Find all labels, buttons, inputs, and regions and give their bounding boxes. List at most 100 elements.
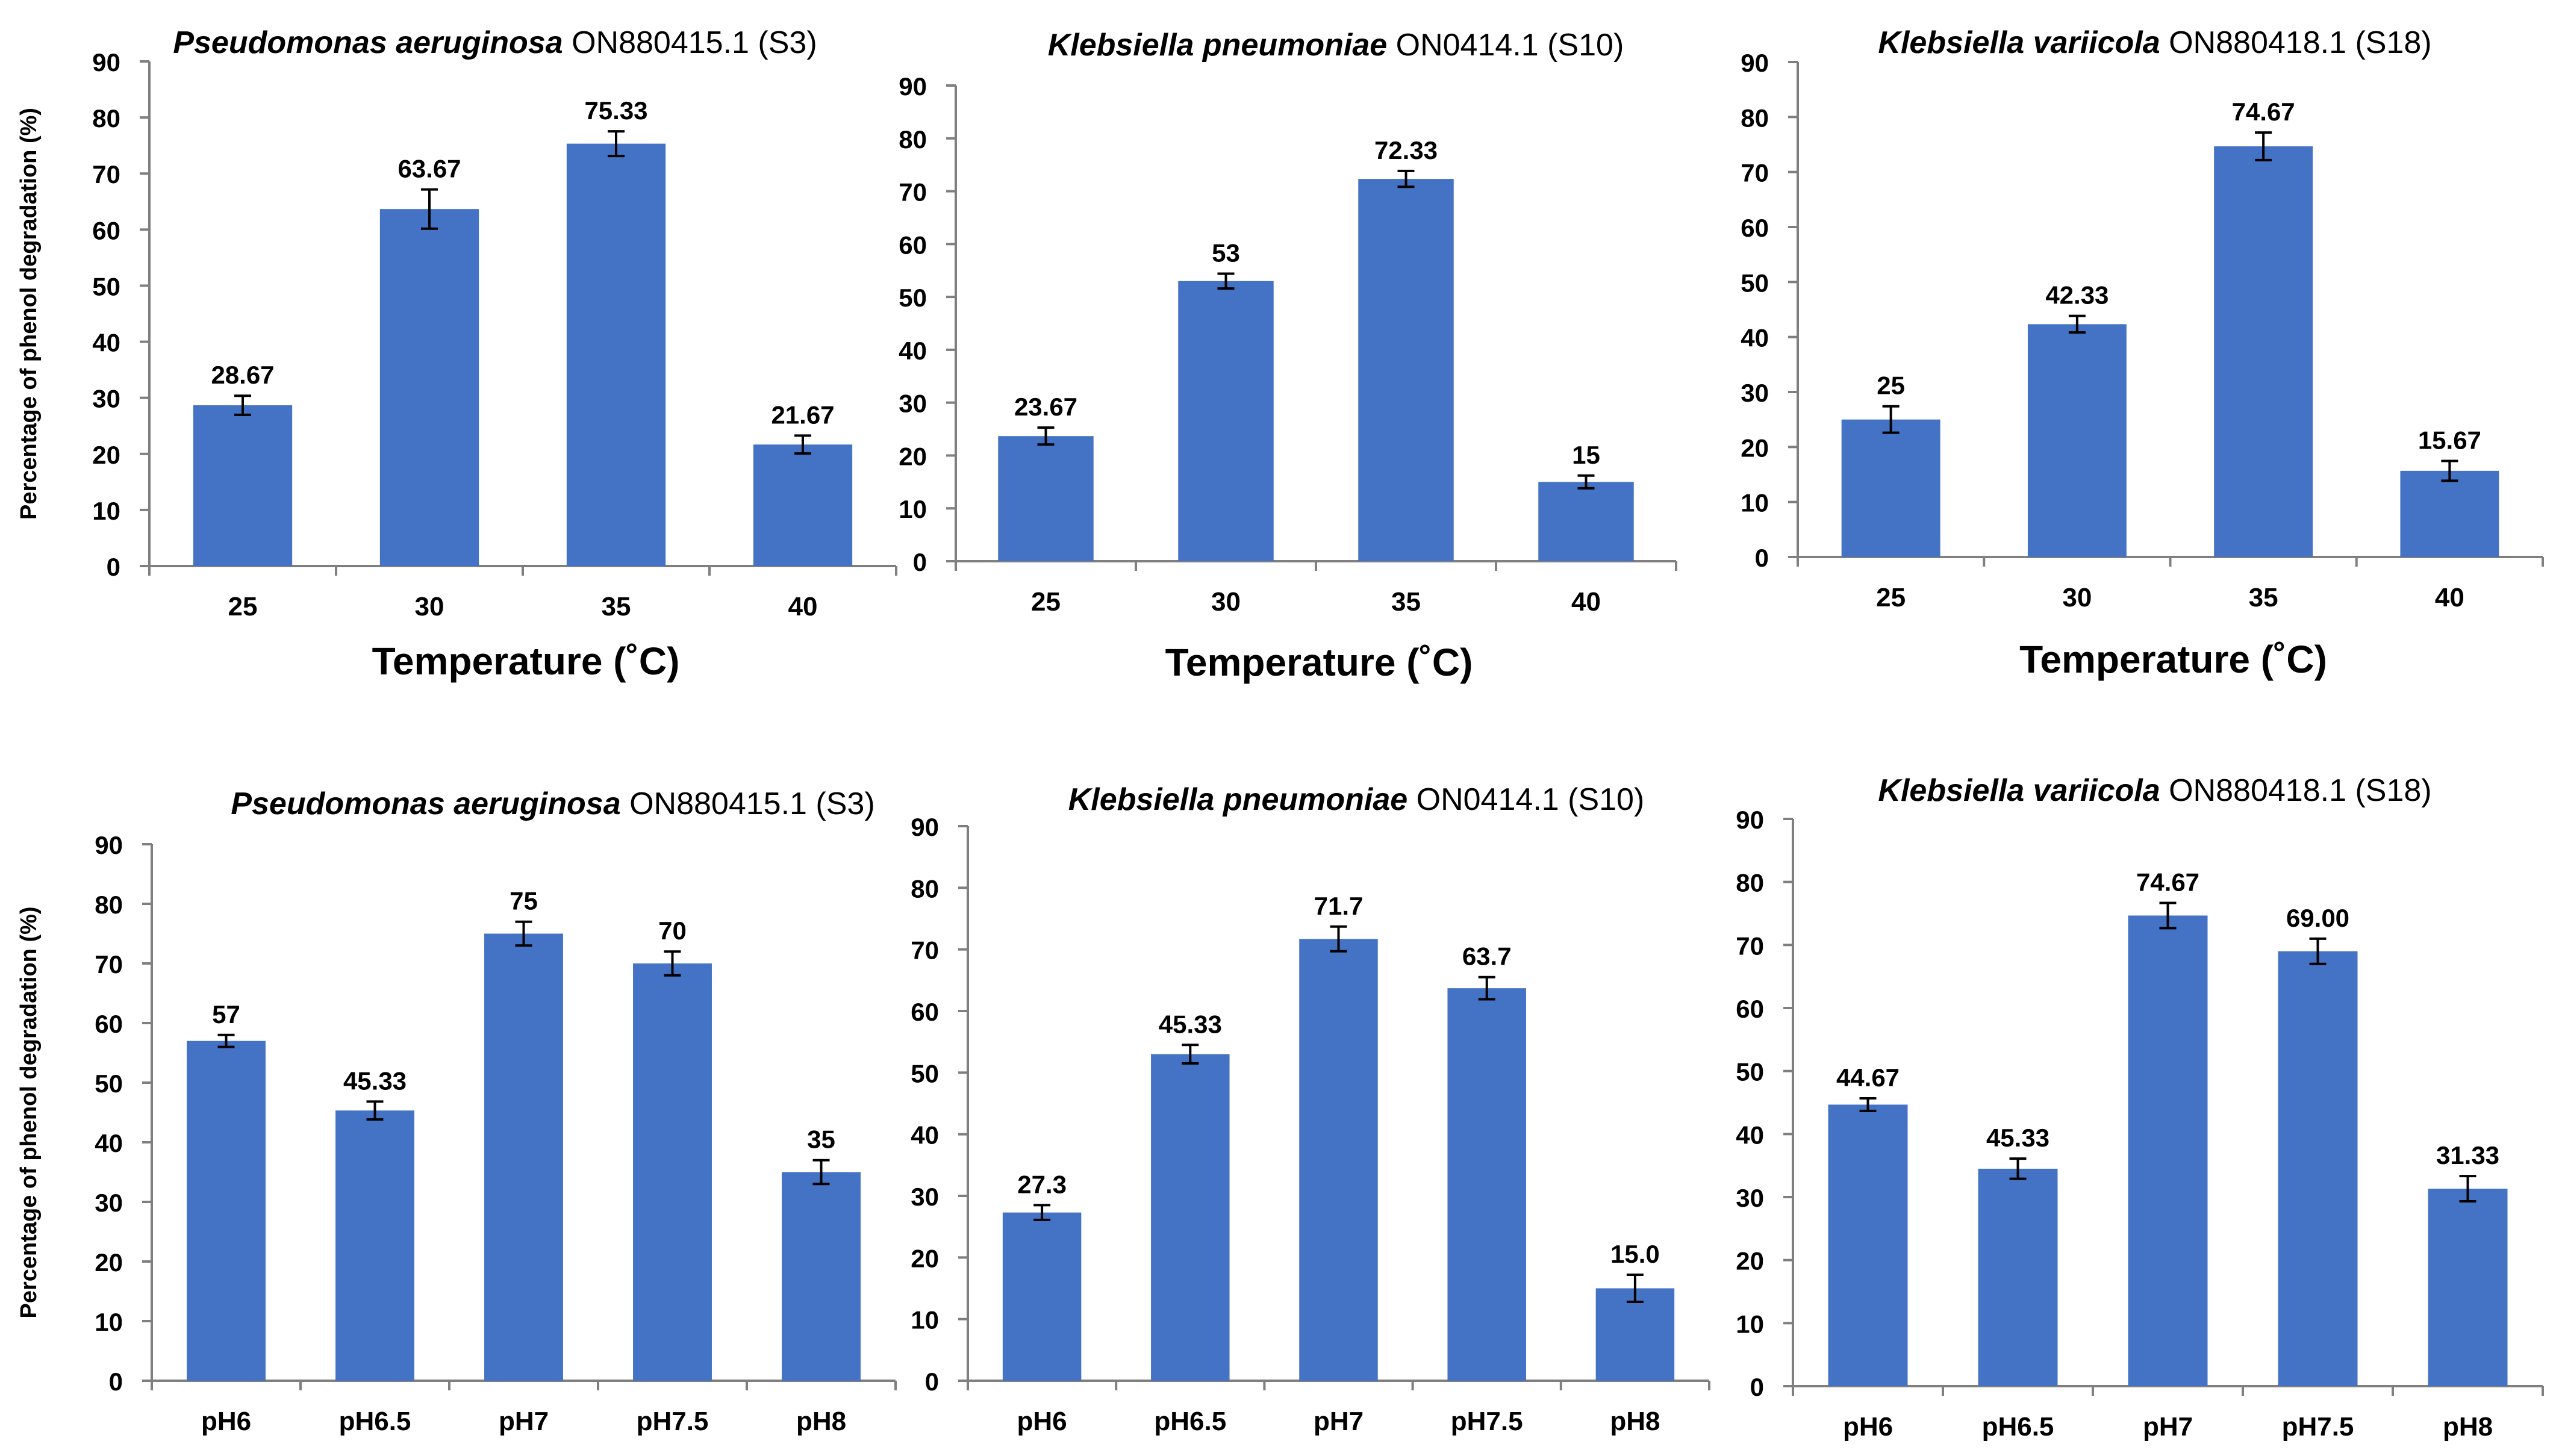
- bar: [1358, 179, 1454, 561]
- x-tick-label: 35: [602, 592, 631, 621]
- chart-title-accession: ON880418.1 (S18): [2160, 25, 2432, 60]
- y-tick-label: 50: [899, 284, 927, 312]
- y-tick-label: 10: [1736, 1310, 1764, 1338]
- bar: [2214, 146, 2313, 557]
- y-tick-label: 80: [1741, 104, 1769, 132]
- data-label: 74.67: [2136, 868, 2199, 897]
- y-axis-title: Percentage of phenol degradation (%): [16, 906, 42, 1318]
- bar: [484, 933, 563, 1381]
- chart-title-accession: ON880415.1 (S3): [621, 786, 875, 821]
- y-tick-label: 30: [1736, 1184, 1764, 1212]
- bar: [379, 209, 479, 566]
- y-tick-label: 70: [1741, 159, 1769, 187]
- chart-title: Klebsiella pneumoniae ON0414.1 (S10): [1068, 782, 1645, 817]
- bar: [1447, 988, 1526, 1381]
- data-label: 75: [510, 887, 538, 915]
- y-tick-label: 30: [1741, 379, 1769, 407]
- x-tick-label: 30: [2062, 583, 2092, 612]
- bar: [633, 963, 712, 1381]
- y-tick-label: 80: [911, 874, 939, 903]
- bar: [1178, 281, 1274, 561]
- x-tick-label: pH7: [1314, 1407, 1364, 1436]
- y-tick-label: 40: [899, 337, 927, 365]
- chart-title-species: Klebsiella pneumoniae: [1048, 28, 1388, 63]
- y-tick-label: 20: [95, 1248, 123, 1277]
- data-label: 57: [212, 1000, 240, 1028]
- x-tick-label: pH8: [796, 1407, 846, 1436]
- bar: [1978, 1168, 2058, 1386]
- bar: [2027, 324, 2127, 557]
- data-label: 45.33: [343, 1066, 407, 1095]
- data-label: 15.67: [2418, 426, 2481, 454]
- chart-temp-s18: Klebsiella variicola ON880418.1 (S18) 0 10…: [1741, 25, 2544, 681]
- y-tick-label: 60: [1736, 995, 1764, 1023]
- y-tick-label: 0: [1750, 1373, 1764, 1401]
- data-label: 63.67: [397, 155, 461, 183]
- y-tick-label: 70: [899, 178, 927, 207]
- y-tick-label: 50: [1741, 269, 1769, 297]
- y-tick-label: 90: [1736, 806, 1764, 834]
- data-label: 35: [807, 1125, 835, 1154]
- data-label: 15.0: [1610, 1240, 1660, 1268]
- data-label: 42.33: [2045, 281, 2109, 310]
- y-tick-label: 10: [92, 497, 120, 525]
- x-tick-label: 40: [2435, 583, 2464, 612]
- chart-title-species: Klebsiella variicola: [1878, 25, 2160, 60]
- y-tick-label: 60: [1741, 214, 1769, 242]
- bar: [2400, 470, 2499, 557]
- y-tick-label: 20: [911, 1244, 939, 1272]
- x-tick-label: pH8: [1610, 1407, 1660, 1436]
- x-tick-label: pH7.5: [637, 1407, 709, 1436]
- bar: [1841, 419, 1940, 557]
- x-tick-label: 25: [1031, 587, 1061, 617]
- chart-ph-s3: Pseudomonas aeruginosa ON880415.1 (S3) 0 1…: [16, 786, 897, 1436]
- x-tick-label: pH6: [1843, 1412, 1893, 1442]
- chart-title-accession: ON0414.1 (S10): [1387, 28, 1624, 63]
- chart-title-accession: ON880415.1 (S3): [563, 25, 817, 60]
- bar: [1002, 1212, 1082, 1381]
- x-tick-label: pH7: [499, 1407, 549, 1436]
- y-tick-label: 80: [92, 104, 120, 132]
- data-label: 69.00: [2286, 904, 2349, 932]
- chart-title: Klebsiella pneumoniae ON0414.1 (S10): [1048, 28, 1624, 63]
- y-tick-label: 70: [911, 936, 939, 965]
- y-tick-label: 90: [911, 813, 939, 841]
- x-tick-label: pH6.5: [339, 1407, 411, 1436]
- bar: [1151, 1054, 1230, 1381]
- x-axis-title: Temperature (˚C): [2019, 638, 2327, 681]
- bar: [1299, 939, 1378, 1381]
- x-axis-title: Temperature (˚C): [1165, 641, 1473, 684]
- bar: [1828, 1104, 1908, 1386]
- chart-title-species: Klebsiella variicola: [1878, 773, 2160, 808]
- y-tick-label: 90: [899, 72, 927, 101]
- y-tick-label: 50: [92, 272, 120, 300]
- y-tick-label: 40: [911, 1121, 939, 1150]
- bar: [566, 143, 666, 566]
- chart-ph-s18: Klebsiella variicola ON880418.1 (S18) 0 10…: [1736, 773, 2544, 1442]
- y-tick-label: 50: [1736, 1058, 1764, 1086]
- data-label: 45.33: [1986, 1124, 2049, 1152]
- bar: [2128, 915, 2208, 1386]
- y-axis-title: Percentage of phenol degradation (%): [16, 108, 42, 520]
- bar: [753, 444, 853, 566]
- y-tick-label: 10: [1741, 489, 1769, 517]
- data-label: 44.67: [1836, 1063, 1900, 1092]
- data-label: 71.7: [1314, 892, 1364, 920]
- x-tick-label: 40: [1571, 587, 1601, 617]
- chart-ph-s10: Klebsiella pneumoniae ON0414.1 (S10) 0 10 2…: [911, 782, 1710, 1436]
- chart-title: Pseudomonas aeruginosa ON880415.1 (S3): [173, 25, 817, 60]
- data-label: 75.33: [584, 96, 647, 125]
- x-tick-label: 35: [2249, 583, 2278, 612]
- y-tick-label: 60: [899, 231, 927, 259]
- data-label: 53: [1212, 238, 1240, 267]
- bar: [1595, 1288, 1675, 1381]
- chart-title-species: Pseudomonas aeruginosa: [173, 25, 563, 60]
- y-tick-label: 70: [92, 160, 120, 188]
- data-label: 63.7: [1462, 942, 1512, 971]
- y-tick-label: 90: [95, 831, 123, 859]
- y-tick-label: 60: [92, 216, 120, 244]
- x-tick-label: pH7.5: [2282, 1412, 2354, 1442]
- y-tick-label: 30: [92, 385, 120, 413]
- data-label: 45.33: [1159, 1010, 1222, 1038]
